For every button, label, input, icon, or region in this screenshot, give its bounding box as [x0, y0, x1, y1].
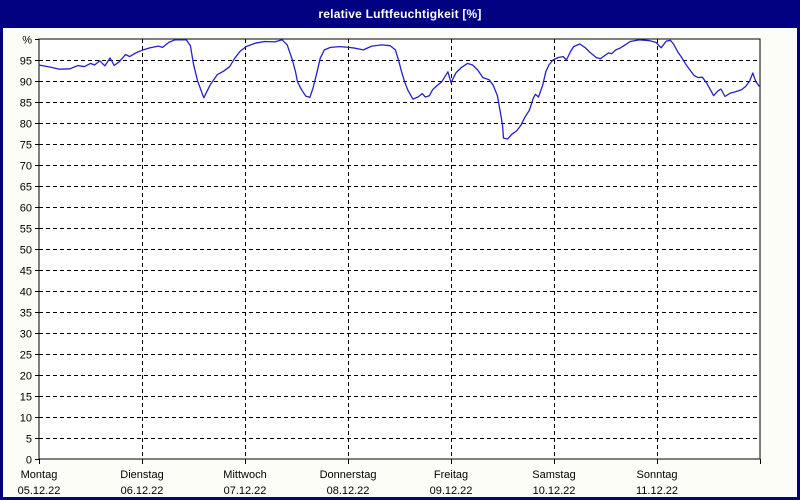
y-tick-label: 30 — [20, 329, 32, 341]
y-tick-label: 85 — [20, 98, 32, 110]
humidity-series-line — [38, 39, 760, 140]
x-day-label: Dienstag — [120, 469, 163, 481]
x-date-label: 10.12.22 — [533, 485, 576, 497]
y-tick-label: 45 — [20, 266, 32, 278]
chart-title: relative Luftfeuchtigkeit [%] — [318, 7, 482, 21]
y-tick-label: 15 — [20, 392, 32, 404]
y-tick-label: 0 — [26, 455, 32, 467]
y-tick-label: 40 — [20, 287, 32, 299]
x-day-label: Mittwoch — [223, 469, 266, 481]
y-tick-label: 70 — [20, 161, 32, 173]
y-tick-label: 25 — [20, 350, 32, 362]
x-day-label: Samstag — [532, 469, 575, 481]
x-day-label: Freitag — [434, 469, 468, 481]
x-date-label: 05.12.22 — [18, 485, 61, 497]
y-tick-label: 5 — [26, 434, 32, 446]
x-day-label: Sonntag — [637, 469, 678, 481]
x-day-label: Montag — [21, 469, 58, 481]
x-date-label: 09.12.22 — [430, 485, 473, 497]
y-tick-label: 55 — [20, 224, 32, 236]
x-date-label: 11.12.22 — [636, 485, 678, 497]
y-tick-label: 75 — [20, 140, 32, 152]
x-date-label: 08.12.22 — [327, 485, 370, 497]
y-tick-label: 80 — [20, 119, 32, 131]
y-tick-label: 10 — [20, 413, 32, 425]
y-tick-label: % — [22, 35, 32, 47]
x-date-label: 06.12.22 — [121, 485, 164, 497]
y-tick-label: 95 — [20, 56, 32, 68]
y-tick-label: 50 — [20, 245, 32, 257]
y-tick-label: 60 — [20, 203, 32, 215]
y-tick-label: 65 — [20, 182, 32, 194]
x-date-label: 07.12.22 — [224, 485, 267, 497]
y-tick-label: 20 — [20, 371, 32, 383]
y-tick-label: 90 — [20, 77, 32, 89]
title-bar: relative Luftfeuchtigkeit [%] — [0, 0, 800, 28]
y-tick-label: 35 — [20, 308, 32, 320]
x-day-label: Donnerstag — [320, 469, 377, 481]
